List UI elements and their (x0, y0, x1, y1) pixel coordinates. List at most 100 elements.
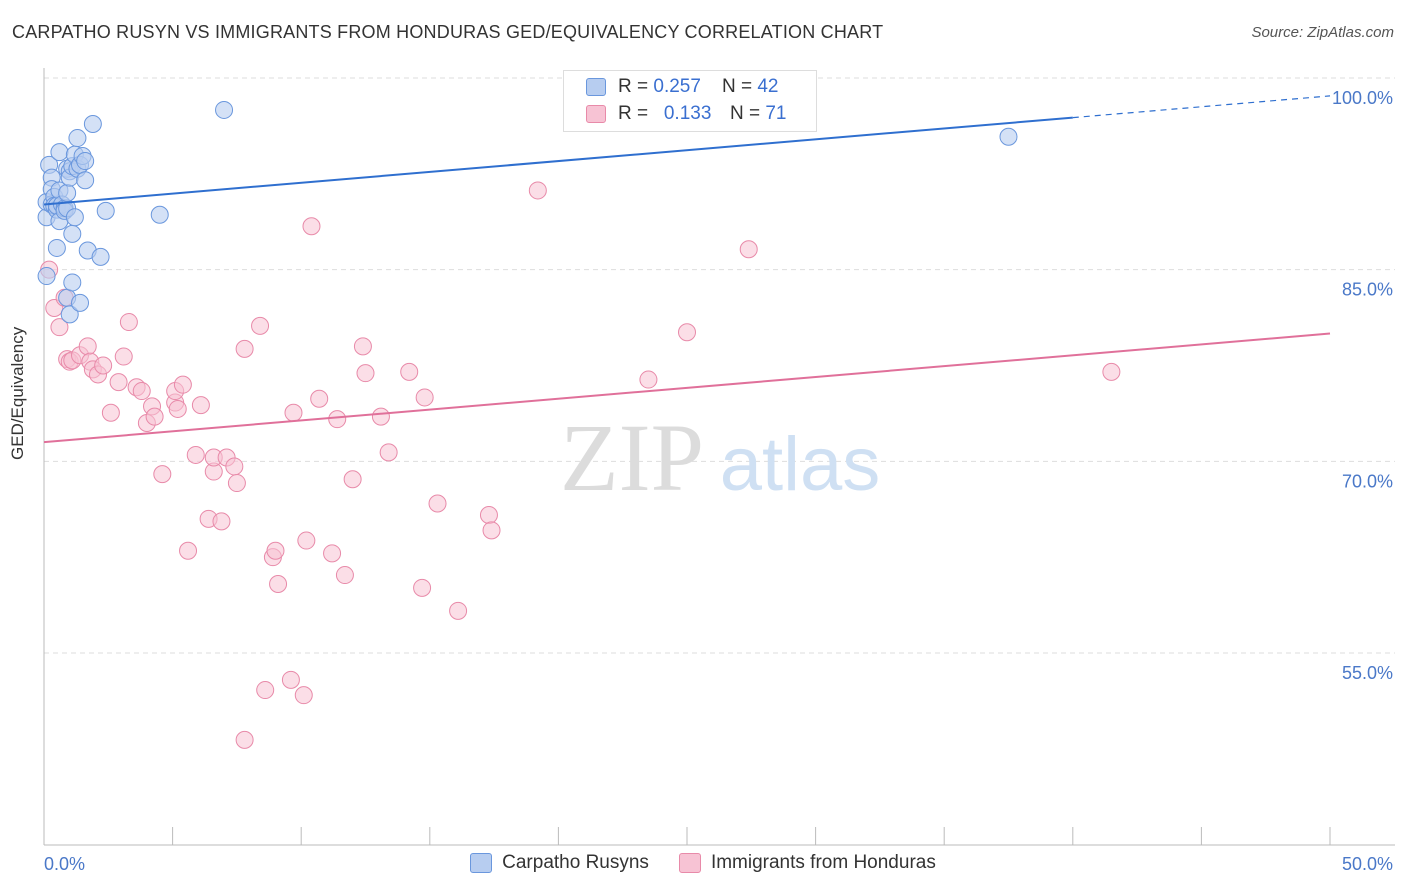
honduras-point (400, 362, 419, 381)
axes (43, 68, 1395, 846)
honduras-point (678, 323, 696, 342)
honduras-point (50, 318, 69, 337)
rusyn-point (999, 127, 1018, 146)
rusyn-point (58, 184, 77, 202)
rusyn-point (63, 224, 82, 243)
honduras-point (356, 364, 375, 383)
legend-label-honduras: Immigrants from Honduras (710, 852, 936, 873)
rusyn-point (68, 129, 87, 148)
legend-label-rusyn: Carpatho Rusyns (502, 852, 649, 873)
rusyn-point (71, 293, 90, 312)
honduras-point (323, 544, 342, 563)
r-value: 0.257 (653, 76, 701, 97)
honduras-point (739, 240, 758, 259)
honduras-point (186, 445, 205, 464)
honduras-point (335, 566, 354, 585)
honduras-point (343, 470, 362, 489)
honduras-point (297, 531, 316, 550)
watermark-atlas: atlas (720, 422, 881, 507)
honduras-point (109, 373, 128, 392)
honduras-point (482, 521, 501, 540)
honduras-point (1102, 362, 1121, 381)
r-label: R = (618, 76, 649, 97)
honduras-point (114, 347, 133, 366)
honduras-point (94, 356, 113, 375)
honduras-point (78, 337, 97, 356)
rusyn-points (37, 100, 1018, 324)
honduras-point (479, 506, 498, 524)
grid-lines (44, 77, 1395, 654)
y-tick-label: 55.0% (1342, 663, 1393, 683)
legend-swatch-pink (586, 105, 606, 123)
rusyn-point (50, 143, 69, 162)
honduras-point (302, 217, 321, 236)
honduras-points (40, 71, 1121, 749)
honduras-point (235, 730, 254, 749)
rusyn-point (83, 115, 102, 133)
x-tick-label: 50.0% (1342, 854, 1393, 874)
y-tick-label: 100.0% (1332, 88, 1393, 108)
x-tick-label: 0.0% (44, 854, 85, 874)
chart-title: CARPATHO RUSYN VS IMMIGRANTS FROM HONDUR… (12, 22, 884, 42)
rusyn-point (63, 273, 82, 292)
honduras-point (168, 399, 187, 418)
legend-item-rusyn: Carpatho Rusyns (470, 852, 649, 874)
watermark-zip: ZIP (560, 404, 704, 511)
series-legend: Carpatho Rusyns Immigrants from Honduras (0, 852, 1406, 874)
correlation-legend: R = 0.257 N = 42 R = 0.133 N = 71 (563, 70, 817, 132)
honduras-point (415, 388, 434, 407)
legend-row-rusyn: R = 0.257 N = 42 (586, 74, 778, 100)
honduras-point (371, 407, 390, 426)
r-value: 0.133 (663, 103, 712, 124)
legend-swatch-pink (678, 853, 701, 873)
honduras-point (101, 403, 120, 422)
n-label: N = (721, 76, 753, 97)
honduras-point (269, 575, 288, 593)
rusyn-point (96, 201, 115, 220)
n-value: 71 (765, 103, 787, 124)
legend-row-honduras: R = 0.133 N = 71 (586, 101, 786, 127)
honduras-point (294, 686, 313, 705)
honduras-point (428, 494, 447, 513)
watermark: ZIP atlas (560, 404, 880, 511)
honduras-point (191, 396, 210, 415)
honduras-point (153, 465, 172, 484)
rusyn-point (215, 100, 234, 119)
rusyn-trend-extension (1072, 95, 1331, 119)
rusyn-point (76, 171, 95, 190)
honduras-point (281, 670, 300, 689)
r-label: R = (618, 103, 649, 124)
honduras-point (145, 407, 164, 426)
n-value: 42 (757, 76, 779, 97)
honduras-point (235, 339, 254, 358)
rusyn-trend-line (43, 116, 1073, 206)
legend-swatch-blue (470, 853, 493, 873)
rusyn-point (60, 305, 79, 324)
rusyn-point (65, 208, 84, 227)
y-tick-label: 70.0% (1342, 471, 1393, 491)
honduras-point (179, 541, 198, 560)
honduras-point (227, 474, 246, 493)
honduras-point (310, 389, 329, 408)
y-tick-label: 85.0% (1342, 280, 1393, 300)
rusyn-point (91, 247, 110, 266)
rusyn-point (76, 152, 95, 171)
honduras-point (256, 681, 275, 700)
honduras-point (225, 457, 244, 476)
trend-lines (43, 95, 1331, 444)
honduras-point (379, 443, 398, 462)
rusyn-point (150, 205, 169, 224)
n-label: N = (729, 103, 761, 124)
honduras-point (132, 382, 151, 401)
legend-swatch-blue (586, 78, 606, 96)
honduras-point (353, 337, 372, 356)
source-label: Source: ZipAtlas.com (1251, 24, 1394, 41)
honduras-point (266, 541, 285, 560)
y-axis-label: GED/Equivalency (8, 326, 27, 460)
tick-labels: 55.0% 70.0% 85.0% 100.0% 0.0% 50.0% (44, 88, 1393, 874)
rusyn-point (37, 267, 56, 286)
honduras-point (413, 578, 432, 597)
honduras-point (449, 601, 468, 620)
rusyn-point (47, 238, 66, 257)
legend-item-honduras: Immigrants from Honduras (678, 852, 936, 874)
